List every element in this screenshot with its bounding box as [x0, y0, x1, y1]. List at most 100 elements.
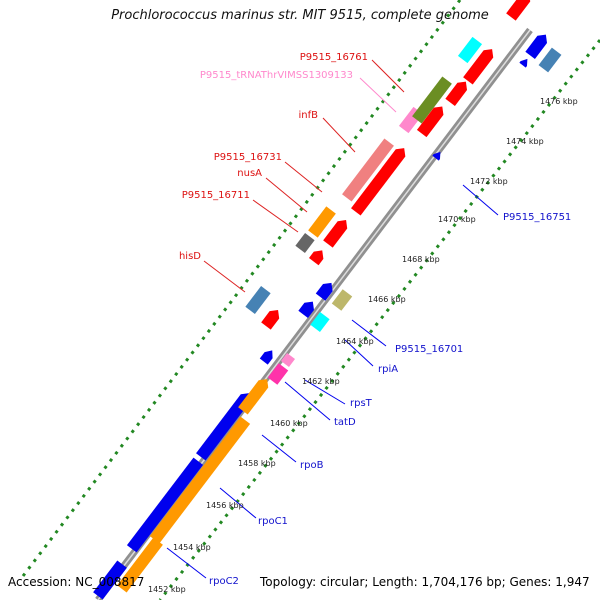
gene-orange-tail	[117, 537, 163, 593]
gene-orange-tail-shape	[117, 537, 163, 593]
leader-line-10	[284, 381, 331, 421]
label-leader-lines	[166, 59, 499, 579]
gene-small-blue-shape	[259, 350, 273, 365]
gene-labels: P9515_16761 infB P9515_16731 nusA P9515_1671…	[179, 52, 571, 587]
gene-rpoB	[149, 416, 251, 544]
accession-text: Accession: NC_008817	[8, 575, 145, 589]
gene-P9515_16761	[412, 76, 452, 124]
gene-P9515_16711	[308, 206, 336, 238]
gene-label-P9515_16731: P9515_16731	[214, 152, 282, 163]
backbone-group	[18, 0, 600, 600]
gene-cyan-top	[457, 36, 483, 64]
tick-label-9: 1458 kbp	[238, 459, 276, 468]
gene-P9515_16731-shape	[342, 138, 394, 202]
gene-rpoC2	[126, 457, 204, 553]
gene-hisD	[245, 286, 271, 314]
gene-blue-tiny2	[432, 151, 441, 161]
gene-red-topmost	[506, 0, 531, 21]
tick-label-12: 1452 kbp	[148, 585, 186, 594]
leader-line-5	[252, 199, 299, 233]
leader-line-3	[284, 161, 323, 193]
leader-line-2	[322, 117, 356, 153]
gene-blue-rpiA-right-shape	[315, 282, 333, 301]
gene-infB	[351, 148, 406, 216]
tick-label-1: 1474 kbp	[506, 137, 544, 146]
leader-line-14	[166, 547, 207, 579]
gene-blue-tiny2-shape	[432, 151, 441, 161]
gene-hisD-shape	[245, 286, 271, 314]
gene-rpoC2-shape	[126, 457, 204, 553]
gene-blue-rpiA-right	[315, 282, 333, 301]
gene-red-topmost-shape	[506, 0, 531, 21]
gene-red-upper2	[445, 81, 468, 106]
gene-blue-tiny	[519, 58, 528, 68]
gene-label-P9515_16711: P9515_16711	[182, 190, 250, 201]
tick-label-0: 1476 kbp	[540, 97, 578, 106]
gene-orange-upper	[238, 379, 269, 415]
gene-blue-top-shape	[525, 34, 548, 59]
leader-line-8	[351, 319, 387, 347]
tick-label-6: 1464 kbp	[336, 337, 374, 346]
gene-red-upper2-shape	[445, 81, 468, 106]
gene-steelblue-top	[538, 47, 562, 73]
tick-label-10: 1456 kbp	[206, 501, 244, 510]
leader-line-6	[203, 260, 246, 293]
gene-label-tatD: tatD	[334, 417, 356, 428]
gene-rpoC1	[196, 393, 251, 461]
gene-P9515_16711-shape	[308, 206, 336, 238]
tick-label-2: 1472 kbp	[470, 177, 508, 186]
gene-cyan-top-shape	[457, 36, 483, 64]
leader-line-9	[344, 339, 374, 367]
tick-labels: 1476 kbp 1474 kbp 1472 kbp 1470 kbp 1468 kbp…	[148, 97, 578, 594]
gene-rpoC2-tail	[93, 560, 127, 600]
dotted-green-track-left	[18, 0, 462, 581]
gene-label-infB: infB	[299, 110, 319, 121]
gene-P9515_16731	[342, 138, 394, 202]
gene-red-top	[463, 49, 494, 85]
leader-line-7	[462, 184, 499, 216]
gene-nusA-shape	[323, 220, 348, 248]
gene-rpiA-shape	[310, 312, 330, 332]
gene-blue-top	[525, 34, 548, 59]
gene-hisD-red-shape	[261, 310, 280, 330]
gene-small-blue	[259, 350, 273, 365]
gene-grey-shape	[295, 233, 315, 253]
gene-blue-rpiA-left	[298, 301, 314, 318]
tick-label-5: 1466 kbp	[368, 295, 406, 304]
gene-nusA	[323, 220, 348, 248]
leader-line-4	[265, 177, 308, 213]
gene-red-top-shape	[463, 49, 494, 85]
gene-grey	[295, 233, 315, 253]
gene-tatD	[267, 363, 289, 385]
gene-rpoB-shape	[149, 416, 251, 544]
gene-blue-tiny-shape	[519, 58, 528, 68]
gene-red-small	[308, 250, 324, 266]
gene-hisD-red	[261, 310, 280, 330]
map-title: Prochlorococcus marinus str. MIT 9515, c…	[111, 8, 489, 23]
gene-red-upper	[416, 106, 444, 138]
gene-rpoC2-tail-shape	[93, 560, 127, 600]
leader-line-1	[359, 77, 397, 113]
tick-label-4: 1468 kbp	[402, 255, 440, 264]
gene-orange-upper-shape	[238, 379, 269, 415]
gene-label-trna: P9515_tRNAThrVIMSS1309133	[200, 70, 353, 81]
gene-label-rpoB: rpoB	[300, 460, 324, 471]
gene-label-P9515_16701: P9515_16701	[395, 344, 463, 355]
gene-P9515_16701	[331, 289, 353, 311]
gene-label-rpoC1: rpoC1	[258, 516, 288, 527]
leader-line-13	[219, 487, 257, 519]
gene-red-upper-shape	[416, 106, 444, 138]
tick-label-7: 1462 kbp	[302, 377, 340, 386]
gene-blue-rpiA-left-shape	[298, 301, 314, 318]
gene-infB-shape	[351, 148, 406, 216]
gene-label-rpoC2: rpoC2	[209, 576, 239, 587]
gene-rpiA	[310, 312, 330, 332]
gene-features	[93, 0, 562, 600]
gene-label-rpsT: rpsT	[350, 398, 373, 409]
genome-summary-text: Topology: circular; Length: 1,704,176 bp…	[260, 575, 590, 589]
gene-P9515_16761-shape	[412, 76, 452, 124]
tick-label-11: 1454 kbp	[173, 543, 211, 552]
leader-line-11	[304, 379, 346, 405]
gene-label-P9515_16761: P9515_16761	[300, 52, 368, 63]
